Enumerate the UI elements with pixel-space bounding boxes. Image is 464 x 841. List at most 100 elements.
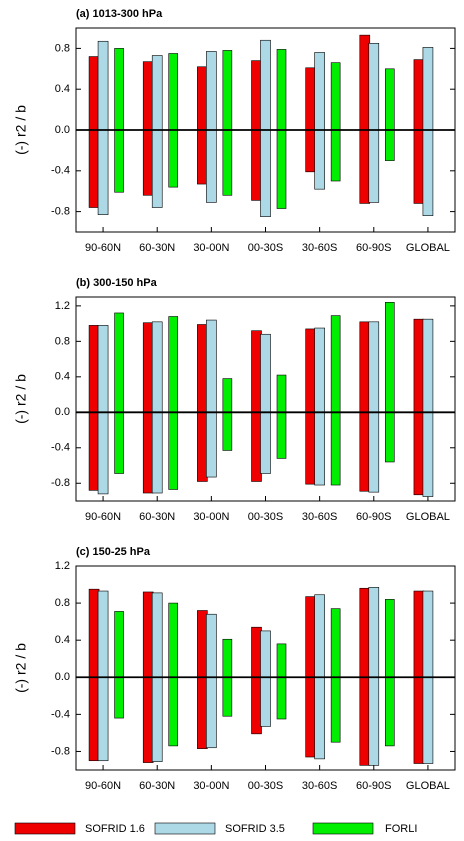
bar (197, 324, 208, 482)
legend-label: SOFRID 3.5 (225, 823, 285, 835)
bar (413, 318, 425, 496)
bar (88, 325, 100, 491)
bar (413, 59, 425, 204)
y-axis-label: (-) r2 / b (13, 374, 29, 424)
bar (97, 325, 109, 495)
x-tick-label: 90-60N (85, 511, 121, 523)
bar (276, 49, 287, 209)
bar (142, 61, 154, 196)
x-tick-label: 60-90S (356, 511, 391, 523)
y-tick-label: 0.0 (55, 406, 70, 418)
x-tick-label: 00-30S (248, 511, 283, 523)
y-tick-label: 1.2 (55, 560, 70, 572)
bar (197, 610, 208, 749)
bar (305, 67, 316, 173)
bar (260, 333, 271, 474)
bar (251, 626, 262, 735)
x-tick-label: 60-90S (356, 780, 391, 792)
y-tick-label: -0.4 (51, 165, 70, 177)
y-tick-label: 0.8 (55, 597, 70, 609)
y-tick-label: 0.4 (55, 371, 70, 383)
y-axis-label: (-) r2 / b (13, 105, 29, 155)
plot-frame (75, 565, 456, 771)
bar (359, 321, 371, 492)
bar (114, 611, 124, 719)
bar (168, 316, 179, 490)
bar (368, 321, 380, 493)
bar (142, 322, 154, 494)
x-tick-label: 30-00N (193, 242, 229, 254)
x-tick-label: 60-30N (139, 780, 175, 792)
bar (114, 312, 124, 474)
panel: (a) 1013-300 hPa (-) r2 / b -0.8 -0.4 0.0 0.4… (13, 8, 456, 254)
bar (168, 602, 179, 747)
panel-title: (a) 1013-300 hPa (76, 8, 163, 20)
plot-frame (75, 296, 456, 502)
bar (276, 374, 287, 459)
bar (206, 319, 217, 478)
bar (114, 48, 124, 193)
bar (422, 318, 434, 497)
y-tick-label: 0.8 (55, 42, 70, 54)
panel: (c) 150-25 hPa (-) r2 / b -0.8 -0.4 0.0 0.4 0.… (13, 546, 456, 792)
x-tick-label: 00-30S (248, 780, 283, 792)
y-tick-label: 0.8 (55, 335, 70, 347)
bar (422, 47, 434, 216)
bar (330, 608, 341, 743)
x-tick-label: 60-30N (139, 242, 175, 254)
plot-frame (75, 27, 456, 233)
bar (330, 315, 341, 486)
bar (251, 330, 262, 482)
bar (88, 588, 100, 762)
y-tick-label: -0.8 (51, 477, 70, 489)
legend-label: SOFRID 1.6 (85, 823, 145, 835)
legend-swatch (14, 822, 76, 835)
bar (314, 52, 325, 190)
bar (314, 327, 325, 486)
bar (197, 66, 208, 185)
bar (368, 42, 380, 203)
x-tick-label: GLOBAL (406, 780, 450, 792)
panel-title: (b) 300-150 hPa (76, 277, 158, 289)
x-tick-label: 60-90S (356, 242, 391, 254)
bar (206, 51, 217, 203)
y-tick-label: 0.0 (55, 124, 70, 136)
x-tick-label: 30-00N (193, 511, 229, 523)
x-tick-label: GLOBAL (406, 242, 450, 254)
x-tick-label: 00-30S (248, 242, 283, 254)
legend-swatch (312, 822, 374, 835)
bar (384, 599, 395, 747)
bar (206, 613, 217, 749)
bar (97, 40, 109, 215)
panel: (b) 300-150 hPa (-) r2 / b -0.8 -0.4 0.0 0.4 0… (13, 277, 456, 523)
bar (222, 50, 233, 196)
y-tick-label: -0.4 (51, 708, 70, 720)
y-tick-label: 0.4 (55, 634, 70, 646)
bar (168, 53, 179, 188)
bar (88, 56, 100, 208)
y-tick-label: -0.4 (51, 442, 70, 454)
legend-swatch (154, 822, 216, 835)
x-tick-label: 30-00N (193, 780, 229, 792)
bar (368, 587, 380, 766)
bar (384, 68, 395, 161)
bar (260, 39, 271, 218)
y-tick-label: -0.8 (51, 206, 70, 218)
x-tick-label: 30-60S (302, 780, 337, 792)
x-tick-label: 90-60N (85, 780, 121, 792)
x-tick-label: 60-30N (139, 511, 175, 523)
y-tick-label: 0.4 (55, 83, 70, 95)
bar (276, 643, 287, 720)
bar (222, 378, 233, 451)
bar (359, 34, 371, 204)
y-axis-label: (-) r2 / b (13, 643, 29, 693)
x-tick-label: 90-60N (85, 242, 121, 254)
bar (384, 302, 395, 463)
bar (260, 630, 271, 727)
bar (305, 328, 316, 485)
bar (151, 321, 163, 494)
bar (97, 590, 109, 762)
panel-title: (c) 150-25 hPa (76, 546, 151, 558)
y-tick-label: -0.8 (51, 745, 70, 757)
y-tick-label: 0.0 (55, 671, 70, 683)
